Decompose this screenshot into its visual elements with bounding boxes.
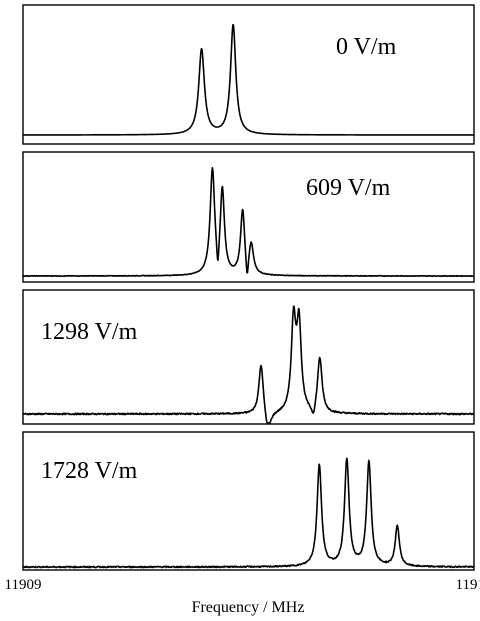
panel-1-frame [22,151,475,283]
panel-3: 1728 V/m [22,431,475,571]
panel-1-spectrum-line [22,166,475,278]
panel-0-frame [22,4,475,145]
panel-2-spectrum-line [22,305,475,424]
panel-0: 0 V/m [22,4,475,145]
panel-1-label: 609 V/m [306,175,391,201]
x-axis-label: Frequency / MHz [192,599,305,616]
panel-3-frame [22,431,475,571]
panel-2: 1298 V/m [22,289,475,425]
panel-3-label: 1728 V/m [41,458,138,484]
panel-3-spectrum-line [22,457,475,569]
x-tick-label-max: 11910 [456,577,480,593]
panel-2-label: 1298 V/m [41,319,138,345]
panel-0-label: 0 V/m [336,34,397,60]
panel-1: 609 V/m [22,151,475,283]
x-tick-label-min: 11909 [5,577,42,593]
panel-2-frame [22,289,475,425]
panel-0-spectrum-line [22,23,475,136]
